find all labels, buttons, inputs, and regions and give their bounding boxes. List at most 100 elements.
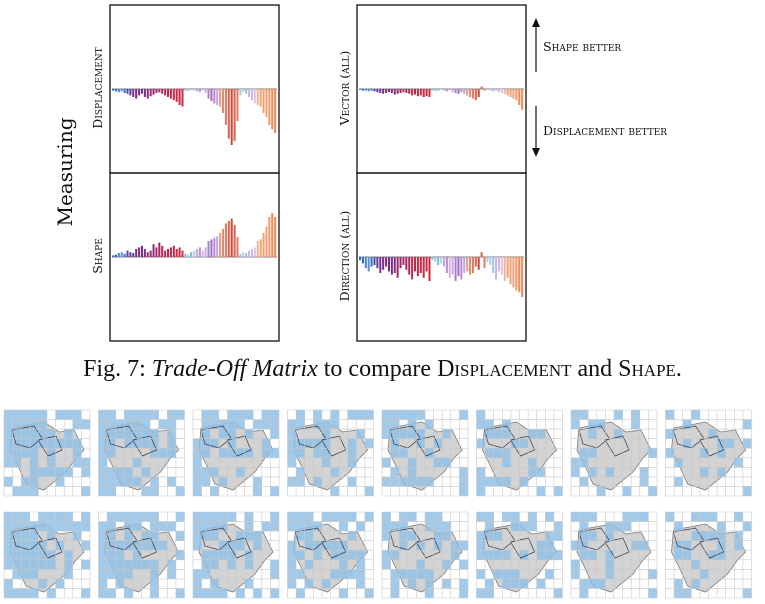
grid-cell (665, 448, 675, 458)
grid-cell (21, 429, 30, 439)
grid-cell (459, 410, 468, 420)
grid-cell (553, 521, 563, 532)
grid-cell (47, 512, 56, 522)
grid-cell (12, 559, 22, 570)
grid-cell (115, 550, 125, 560)
grid-cell (674, 476, 683, 487)
grid-cell (390, 467, 400, 477)
bar (256, 241, 259, 257)
grid-cell (588, 578, 597, 589)
grid-cell (150, 410, 159, 420)
bar (158, 89, 161, 93)
grid-cell (107, 569, 116, 579)
grid-cell (4, 588, 13, 598)
bar (486, 257, 489, 262)
grid-cell (150, 448, 159, 458)
bar (376, 89, 379, 93)
grid-cell (588, 467, 597, 477)
grid-cell (571, 559, 580, 570)
bar (120, 252, 123, 257)
bar (219, 233, 222, 257)
grid-cell (115, 540, 125, 551)
grid-cell (270, 429, 279, 439)
grid-cell (485, 521, 494, 532)
grid-cell (12, 569, 22, 579)
bar (172, 245, 175, 257)
grid-cell (665, 512, 675, 522)
bar (466, 89, 469, 96)
grid-cell (132, 559, 142, 570)
grid-cell (313, 448, 322, 458)
grid-cell (158, 419, 168, 430)
bar (245, 253, 248, 257)
bar (359, 257, 362, 261)
grid-cell (459, 578, 468, 589)
grid-cell (536, 486, 546, 496)
grid-cell (141, 438, 151, 449)
grid-cell (270, 410, 279, 420)
grid-cell (545, 550, 554, 560)
grid-cell (64, 410, 73, 420)
grid-cell (356, 578, 365, 589)
grid-cell (175, 588, 185, 598)
figure-caption: Fig. 7: Trade-Off Matrix to compare Disp… (0, 356, 765, 383)
grid-cell (510, 512, 520, 522)
bar (169, 89, 172, 99)
grid-cell (21, 419, 30, 430)
grid-cell (519, 578, 529, 589)
grid-cell (717, 521, 726, 532)
grid-cell (244, 410, 254, 420)
grid-cell (699, 531, 709, 541)
bar (198, 89, 201, 93)
grid-cell (98, 429, 108, 439)
grid-cell (132, 429, 142, 439)
grid-cell (210, 550, 219, 560)
grid-cell (433, 438, 443, 449)
bar (155, 89, 158, 93)
grid-map-thumbnail (98, 409, 185, 497)
grid-cell (107, 410, 116, 420)
grid-cell (21, 521, 30, 532)
grid-cell (12, 457, 22, 468)
grid-cell (356, 521, 365, 532)
grid-cell (150, 569, 159, 579)
grid-cell (390, 588, 400, 598)
grid-cell (12, 438, 22, 449)
grid-cell (287, 578, 297, 589)
grid-cell (210, 419, 219, 430)
grid-cell (476, 550, 486, 560)
bar (419, 89, 422, 96)
bar (250, 89, 253, 101)
grid-cell (717, 531, 726, 541)
grid-cell (347, 569, 357, 579)
grid-cell (571, 419, 580, 430)
bar (445, 89, 448, 92)
bar (274, 217, 277, 257)
grid-cell (132, 476, 142, 487)
grid-cell (261, 410, 271, 420)
grid-cell (339, 588, 348, 598)
grid-cell (175, 512, 185, 522)
grid-cell (725, 438, 735, 449)
grid-cell (304, 512, 314, 522)
grid-cell (21, 486, 30, 496)
bar (402, 89, 405, 93)
bar (451, 89, 454, 93)
bar (466, 257, 469, 272)
grid-cell (227, 448, 236, 458)
grid-cell (734, 531, 743, 541)
grid-cell (493, 569, 503, 579)
bar (382, 89, 385, 94)
grid-cell (313, 550, 322, 560)
grid-cell (674, 578, 683, 589)
grid-cell (425, 476, 434, 487)
grid-map-thumbnail (476, 409, 563, 497)
bar (152, 244, 155, 257)
grid-cell (407, 457, 417, 468)
grid-cell (244, 559, 254, 570)
grid-cell (347, 457, 357, 468)
grid-cell (631, 512, 640, 522)
grid-cell (588, 512, 597, 522)
grid-cell (236, 410, 245, 420)
grid-cell (682, 438, 692, 449)
